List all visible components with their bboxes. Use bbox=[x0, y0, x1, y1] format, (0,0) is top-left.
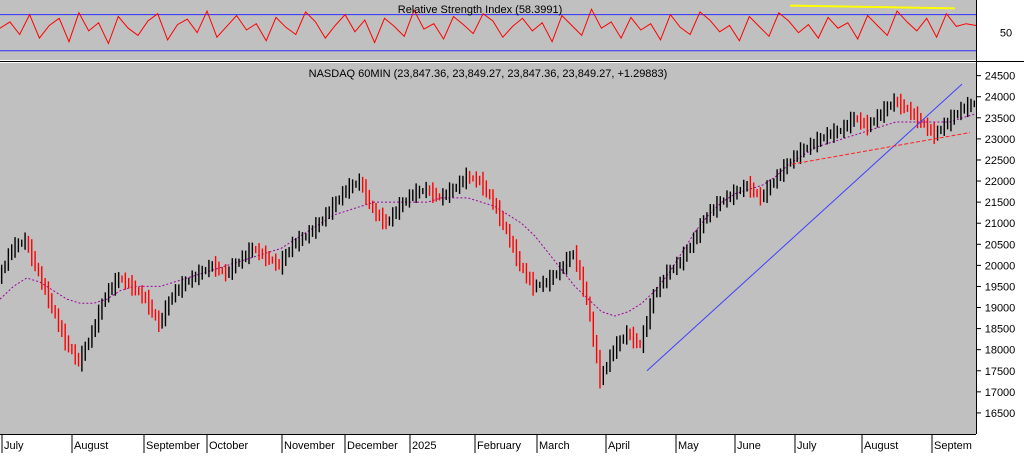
x-tick-label: August bbox=[74, 440, 108, 452]
y-tick-label: 20500 bbox=[985, 239, 1016, 251]
x-tick-label: June bbox=[737, 440, 761, 452]
price-title: NASDAQ 60MIN (23,847.36, 23,849.27, 23,8… bbox=[309, 68, 668, 80]
y-tick-label: 19500 bbox=[985, 281, 1016, 293]
x-tick-label: 2025 bbox=[412, 440, 436, 452]
y-tick-label: 23500 bbox=[985, 113, 1016, 125]
x-tick-label: March bbox=[539, 440, 570, 452]
x-tick-label: November bbox=[284, 440, 335, 452]
y-tick-label: 17000 bbox=[985, 387, 1016, 399]
x-tick-label: October bbox=[209, 440, 248, 452]
price-y-axis: 16500 17000 17500 18000 18500 19000 19500 20000… bbox=[976, 71, 1015, 420]
upper-trendline bbox=[791, 132, 971, 165]
rsi-panel: 50 bbox=[0, 4, 1012, 52]
x-tick-label: February bbox=[477, 440, 522, 452]
price-panel-background bbox=[0, 63, 976, 434]
y-tick-label: 24500 bbox=[985, 71, 1016, 83]
rsi-title: Relative Strength Index (58.3991) bbox=[398, 4, 563, 16]
x-tick-label: August bbox=[864, 440, 898, 452]
rsi-panel-background bbox=[0, 0, 976, 60]
y-tick-label: 22500 bbox=[985, 155, 1016, 167]
y-tick-label: 21000 bbox=[985, 218, 1016, 230]
y-tick-label: 24000 bbox=[985, 92, 1016, 104]
moving-average-line bbox=[0, 113, 977, 317]
x-tick-label: May bbox=[678, 440, 699, 452]
y-tick-label: 19000 bbox=[985, 303, 1016, 315]
y-tick-label: 17500 bbox=[985, 366, 1016, 378]
y-tick-label: 23000 bbox=[985, 134, 1016, 146]
x-tick-label: April bbox=[608, 440, 630, 452]
x-tick-label: Septem bbox=[934, 440, 972, 452]
y-tick-label: 22000 bbox=[985, 176, 1016, 188]
y-tick-label: 18500 bbox=[985, 324, 1016, 336]
support-trendline bbox=[646, 83, 963, 372]
time-x-axis: July August September October November Decemb… bbox=[1, 434, 972, 453]
x-tick-label: July bbox=[797, 440, 817, 452]
price-panel bbox=[0, 83, 977, 389]
y-tick-label: 20000 bbox=[985, 260, 1016, 272]
rsi-series-line bbox=[0, 7, 977, 45]
x-tick-label: December bbox=[347, 440, 398, 452]
rsi-y-tick-label: 50 bbox=[1000, 28, 1012, 40]
rsi-trendline bbox=[789, 4, 956, 10]
x-tick-label: September bbox=[146, 440, 200, 452]
x-tick-label: July bbox=[4, 440, 24, 452]
y-tick-label: 16500 bbox=[985, 408, 1016, 420]
y-tick-label: 18000 bbox=[985, 345, 1016, 357]
y-tick-label: 21500 bbox=[985, 197, 1016, 209]
